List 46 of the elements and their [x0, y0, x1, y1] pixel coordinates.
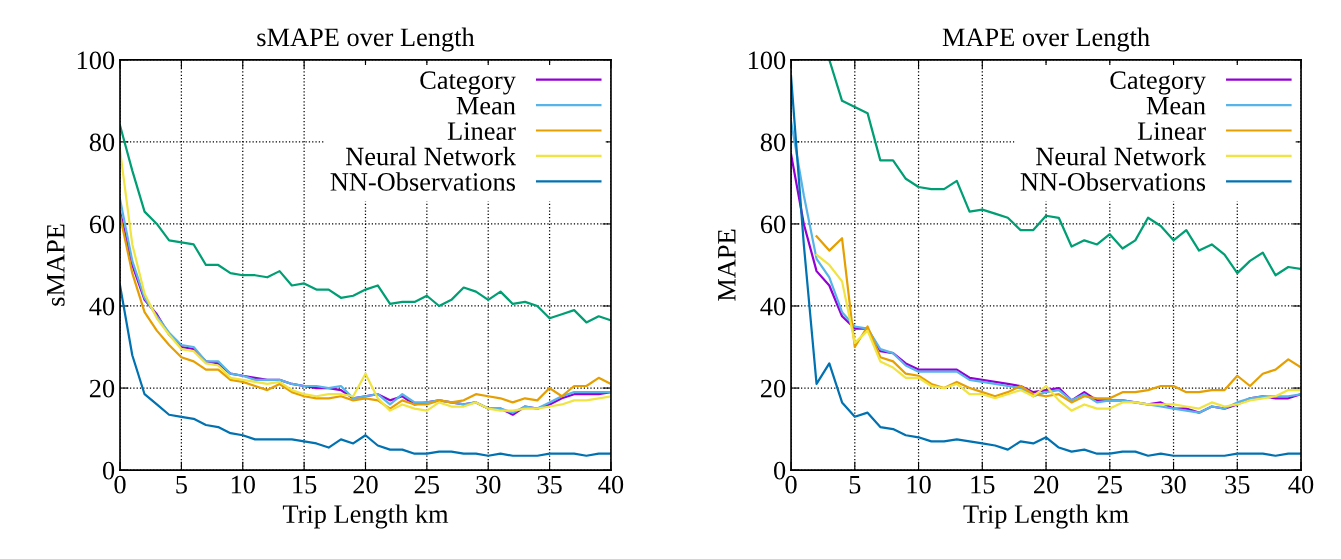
legend-label: Neural Network — [1036, 146, 1207, 166]
x-tick-label: 20 — [353, 475, 378, 494]
y-tick-label: 20 — [760, 379, 786, 398]
legend-label: NN-Observations — [330, 172, 515, 191]
x-axis-title: Trip Length km — [963, 504, 1129, 529]
legend-label: Mean — [456, 97, 516, 115]
legend-label: Mean — [1146, 97, 1206, 115]
legend-label: Neural Network — [345, 146, 516, 166]
x-tick-label: 25 — [1097, 475, 1122, 494]
y-tick-label: 40 — [760, 297, 786, 316]
y-tick-label: 20 — [89, 379, 115, 398]
x-tick-label: 35 — [1225, 475, 1250, 494]
legend-label: Category — [1110, 71, 1206, 95]
x-tick-label: 40 — [1288, 475, 1314, 494]
x-tick-label: 10 — [907, 475, 931, 494]
x-tick-label: 15 — [293, 475, 317, 494]
chart-title: MAPE over Length — [942, 27, 1150, 52]
y-axis-title: sMAPE — [46, 224, 65, 306]
x-tick-label: 40 — [598, 475, 624, 494]
y-tick-label: 40 — [89, 297, 115, 316]
x-tick-label: 5 — [176, 476, 187, 494]
line-series — [120, 124, 611, 324]
y-tick-label: 60 — [760, 215, 786, 234]
y-tick-label: 60 — [89, 215, 115, 234]
y-tick-label: 0 — [774, 461, 786, 480]
line-series — [828, 59, 1302, 277]
legend-label: Linear — [1137, 122, 1206, 140]
y-tick-label: 100 — [77, 51, 115, 70]
x-tick-label: 15 — [971, 475, 995, 494]
x-tick-label: 35 — [537, 475, 562, 494]
x-tick-label: 30 — [476, 475, 501, 494]
y-tick-label: 100 — [748, 51, 786, 70]
x-tick-label: 10 — [231, 475, 255, 494]
x-tick-label: 25 — [414, 475, 440, 494]
x-tick-label: 5 — [849, 476, 861, 494]
y-axis-title: MAPE — [718, 229, 736, 301]
x-tick-label: 20 — [1034, 475, 1059, 494]
y-tick-label: 80 — [760, 133, 786, 152]
x-axis-title: Trip Length km — [282, 504, 449, 529]
x-tick-label: 30 — [1161, 475, 1186, 494]
legend-label: Category — [420, 71, 516, 95]
legend-label: NN-Observations — [1020, 172, 1206, 191]
y-tick-label: 0 — [102, 461, 115, 480]
y-tick-label: 80 — [89, 133, 115, 152]
chart-title: sMAPE over Length — [257, 27, 475, 52]
legend-label: Linear — [447, 122, 516, 140]
